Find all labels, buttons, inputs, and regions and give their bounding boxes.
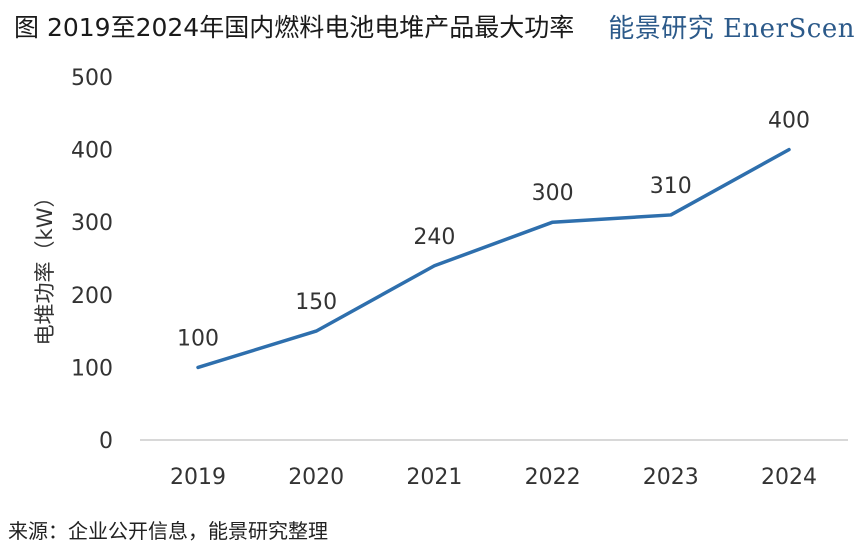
series-line [196,147,791,370]
data-labels: 100 150 240 300 310 400 [177,109,810,352]
y-tick-label: 400 [71,139,113,164]
y-axis-ticks: 0 100 200 300 400 500 [71,66,113,454]
data-label: 300 [532,181,574,206]
brand-logo: 能景研究 EnerScen [608,14,855,44]
x-tick-label: 2019 [170,465,226,490]
y-axis-label: 电堆功率（kW） [33,187,57,346]
data-label: 400 [768,109,810,134]
x-tick-label: 2021 [406,465,462,490]
data-label: 150 [295,290,337,315]
y-tick-label: 100 [71,356,113,381]
data-label: 100 [177,326,219,351]
data-label: 240 [413,225,455,250]
y-tick-label: 200 [71,284,113,309]
source-note: 来源：企业公开信息，能景研究整理 [8,519,328,543]
x-tick-label: 2024 [761,465,817,490]
x-tick-label: 2022 [525,465,581,490]
x-tick-label: 2020 [288,465,344,490]
y-tick-label: 500 [71,66,113,91]
y-tick-label: 0 [99,429,113,454]
x-axis-ticks: 2019 2020 2021 2022 2023 2024 [170,465,817,490]
data-label: 310 [650,174,692,199]
chart-title: 图 2019至2024年国内燃料电池电堆产品最大功率 [14,13,575,42]
y-tick-label: 300 [71,211,113,236]
x-tick-label: 2023 [643,465,699,490]
